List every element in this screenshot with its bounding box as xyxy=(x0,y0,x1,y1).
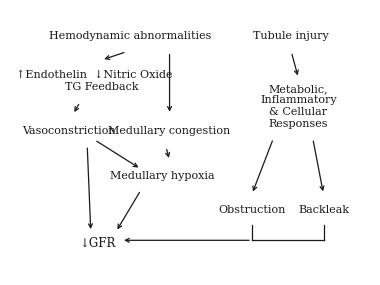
Text: Obstruction: Obstruction xyxy=(218,205,286,215)
Text: Vasoconstriction: Vasoconstriction xyxy=(22,126,116,136)
Text: Hemodynamic abnormalities: Hemodynamic abnormalities xyxy=(49,31,211,41)
Text: ↑Endothelin  ↓Nitric Oxide
    TG Feedback: ↑Endothelin ↓Nitric Oxide TG Feedback xyxy=(16,70,173,92)
Text: Tubule injury: Tubule injury xyxy=(253,31,329,41)
Text: Metabolic,
Inflammatory
& Cellular
Responses: Metabolic, Inflammatory & Cellular Respo… xyxy=(260,84,337,129)
Text: Medullary congestion: Medullary congestion xyxy=(108,126,231,136)
Text: ↓GFR: ↓GFR xyxy=(80,237,116,250)
Text: Backleak: Backleak xyxy=(298,205,349,215)
Text: Medullary hypoxia: Medullary hypoxia xyxy=(110,171,215,181)
